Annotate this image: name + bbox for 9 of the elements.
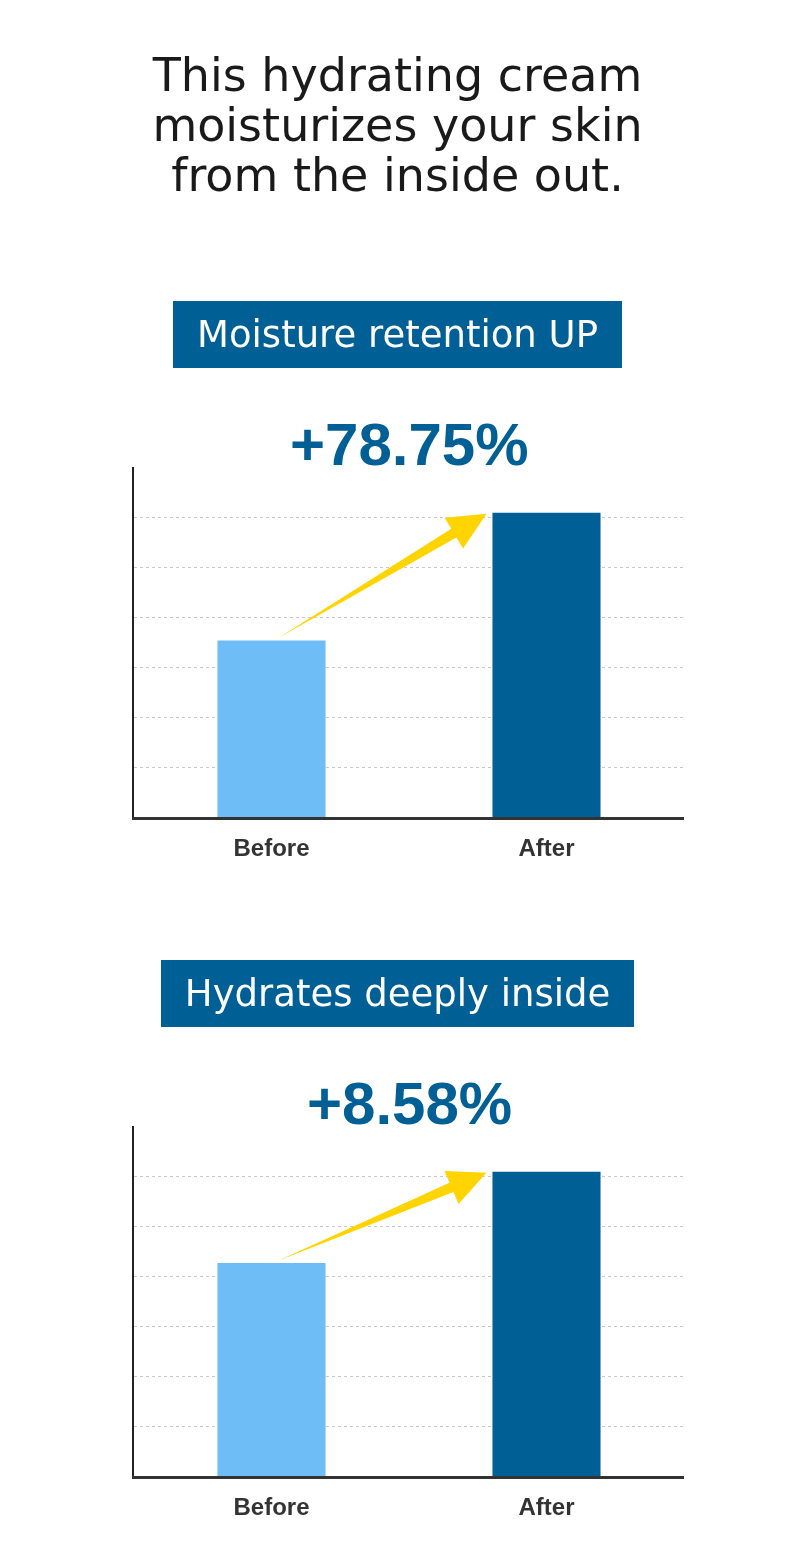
- x-tick-label: After: [518, 1493, 575, 1521]
- chart-title: Hydrates deeply inside: [160, 960, 635, 1027]
- chart-title: This hydrating cream moisturizes your skin from the inside out.: [151, 48, 644, 202]
- x-tick-label: Before: [233, 834, 310, 862]
- chart-subtitle: Moisture retention UP: [173, 301, 622, 368]
- x-tick-label: After: [518, 834, 575, 862]
- x-tick-label: Before: [233, 1493, 310, 1521]
- text: +78.75%: [290, 411, 529, 478]
- text: +8.58%: [307, 1070, 513, 1137]
